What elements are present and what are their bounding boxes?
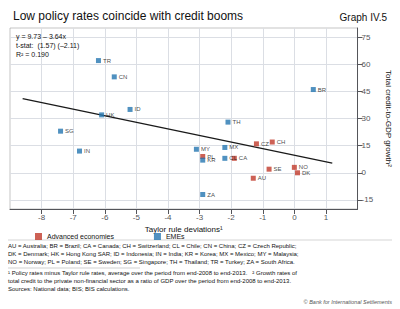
svg-text:0: 0 [292, 213, 297, 222]
svg-text:75: 75 [362, 33, 371, 42]
svg-text:MX: MX [229, 144, 238, 150]
svg-text:HK: HK [106, 112, 114, 118]
svg-text:total credit to the private no: total credit to the private non-financia… [8, 278, 291, 284]
svg-text:¹ Policy rates minus Taylor ru: ¹ Policy rates minus Taylor rule rates, … [8, 270, 297, 276]
svg-text:Sources: National data; BIS; B: Sources: National data; BIS; BIS calcula… [8, 286, 130, 292]
svg-text:SE: SE [274, 166, 282, 172]
svg-text:CH: CH [277, 139, 286, 145]
svg-text:-6: -6 [101, 213, 109, 222]
svg-text:15: 15 [362, 141, 371, 150]
svg-text:TH: TH [233, 119, 241, 125]
svg-text:-8: -8 [38, 213, 46, 222]
svg-text:TR: TR [103, 58, 112, 64]
svg-text:© Bank for International Settl: © Bank for International Settlements [304, 299, 393, 305]
svg-text:Low policy rates coincide with: Low policy rates coincide with credit bo… [13, 9, 243, 23]
svg-text:AU: AU [258, 175, 266, 181]
svg-text:EMEs: EMEs [166, 233, 185, 240]
svg-text:-1: -1 [259, 213, 267, 222]
svg-text:KR: KR [207, 157, 216, 163]
svg-text:ID: ID [135, 106, 142, 112]
svg-text:CA: CA [239, 155, 247, 161]
svg-text:y = 9.73 – 3.64x: y = 9.73 – 3.64x [16, 33, 67, 41]
svg-text:0: 0 [362, 168, 367, 177]
svg-text:IN: IN [84, 148, 90, 154]
svg-text:MY: MY [201, 146, 210, 152]
svg-text:Taylor rule deviations¹: Taylor rule deviations¹ [144, 225, 223, 235]
svg-text:t-stat: (1.57) (–2.11): t-stat: (1.57) (–2.11) [16, 42, 79, 50]
svg-text:AU = Australia; BR = Brazil; C: AU = Australia; BR = Brazil; CA = Canada… [8, 243, 297, 249]
svg-text:CZ: CZ [261, 141, 269, 147]
svg-text:DK: DK [302, 170, 310, 176]
svg-text:Advanced economies: Advanced economies [47, 233, 114, 240]
svg-text:-2: -2 [228, 213, 236, 222]
svg-text:R² = 0.190: R² = 0.190 [16, 51, 49, 58]
svg-text:60: 60 [362, 60, 371, 69]
svg-text:-7: -7 [70, 213, 78, 222]
svg-text:1: 1 [324, 213, 329, 222]
svg-text:NO = Norway; PL = Poland; SE =: NO = Norway; PL = Poland; SE = Sweden; S… [8, 259, 295, 265]
svg-text:-5: -5 [133, 213, 141, 222]
svg-text:CN: CN [119, 74, 128, 80]
svg-text:ZA: ZA [207, 192, 215, 198]
svg-text:-4: -4 [164, 213, 172, 222]
svg-text:Total credit-to-GDP growth²: Total credit-to-GDP growth² [384, 70, 393, 167]
svg-text:30: 30 [362, 114, 371, 123]
svg-text:SG: SG [65, 128, 74, 134]
svg-text:DK = Denmark; HK = Hong Kong S: DK = Denmark; HK = Hong Kong SAR; ID = I… [8, 251, 299, 257]
svg-text:-3: -3 [196, 213, 204, 222]
svg-text:Graph IV.5: Graph IV.5 [340, 12, 388, 23]
svg-text:BR: BR [318, 87, 327, 93]
svg-text:NO: NO [299, 164, 308, 170]
svg-text:CL: CL [229, 155, 237, 161]
svg-text:45: 45 [362, 87, 371, 96]
svg-text:-15: -15 [362, 195, 374, 204]
